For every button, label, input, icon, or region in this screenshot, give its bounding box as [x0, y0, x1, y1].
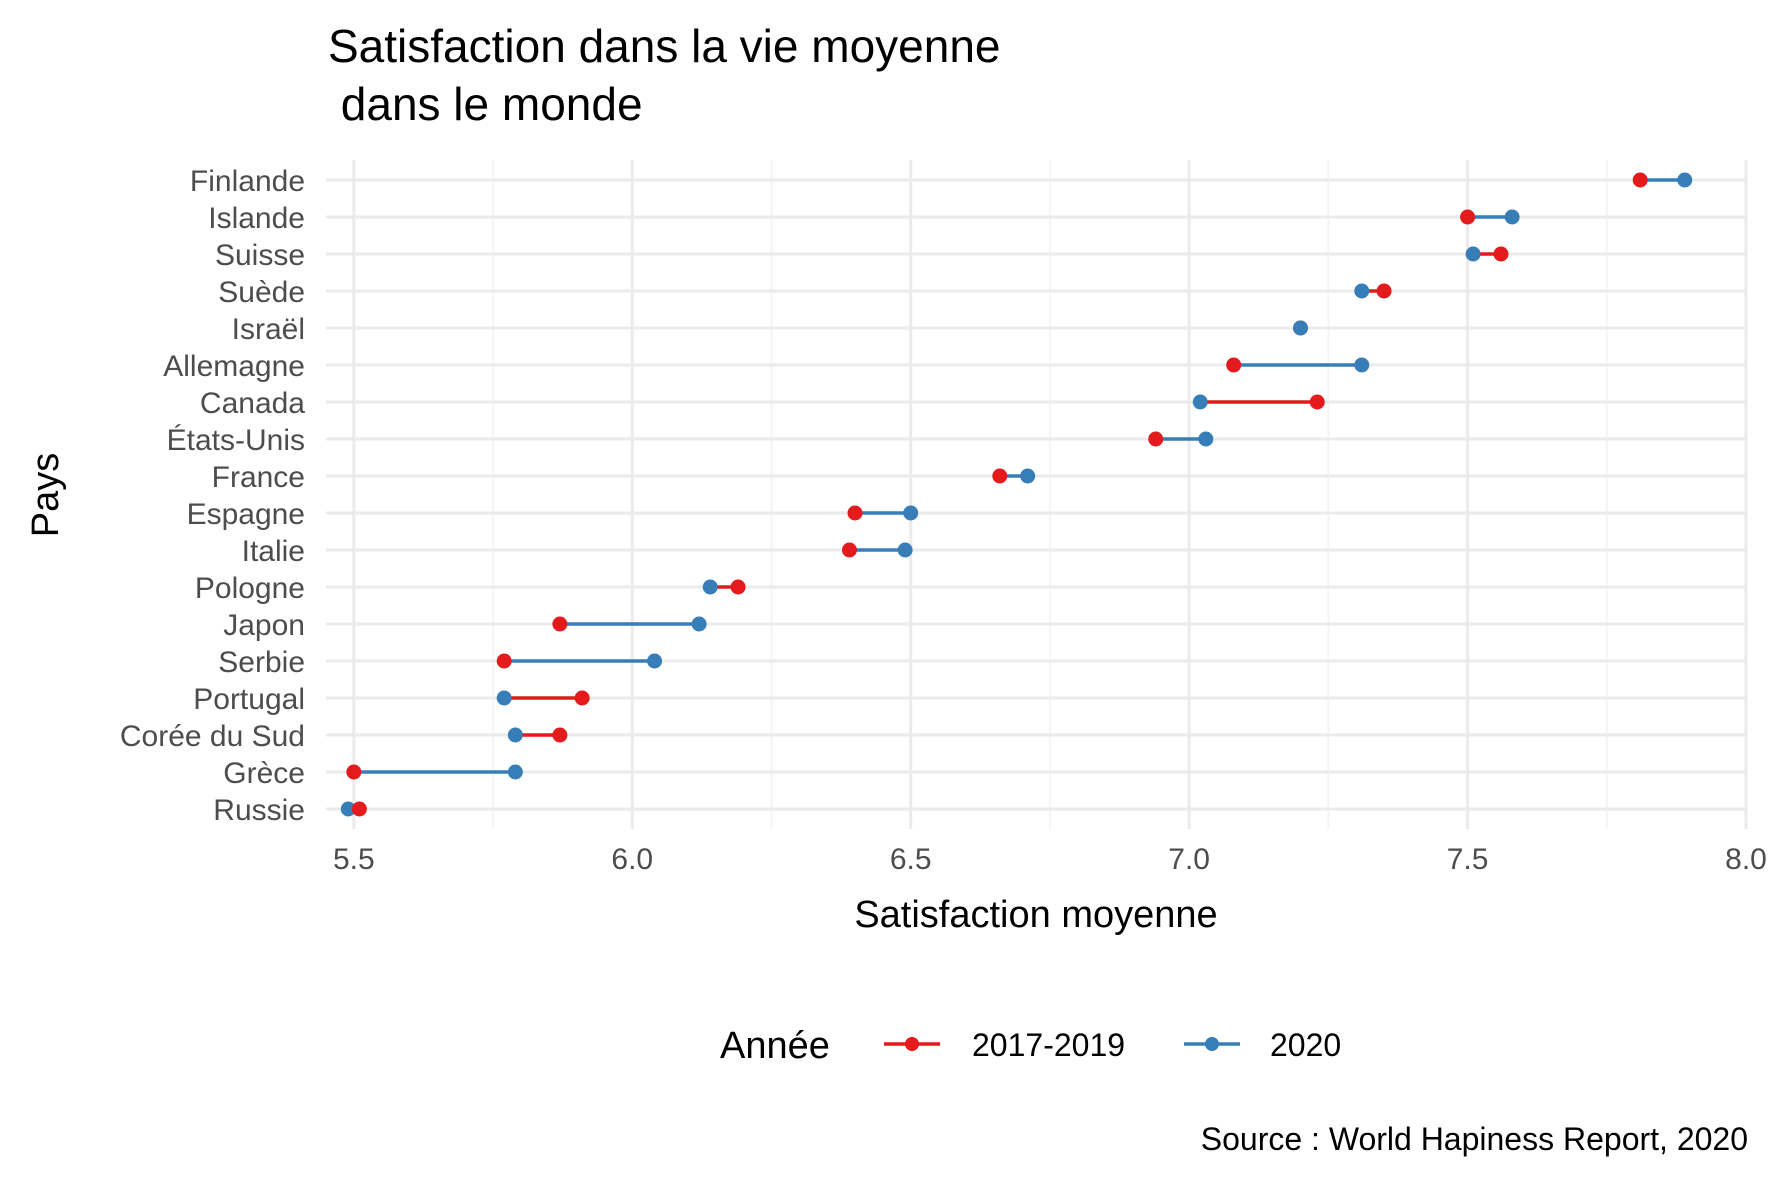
point-2017-2019	[992, 468, 1008, 484]
x-axis-tick-labels: 5.5 6.0 6.5 7.0 7.5 8.0	[333, 843, 1767, 876]
chart-title-line-1: Satisfaction dans la vie moyenne	[328, 20, 1001, 72]
y-tick-label: Israël	[232, 313, 305, 346]
x-tick-label: 8.0	[1725, 843, 1767, 876]
point-2020	[507, 764, 523, 780]
y-tick-label: Allemagne	[163, 350, 305, 383]
point-2017-2019	[1148, 431, 1164, 447]
y-tick-label: Corée du Sud	[120, 720, 305, 753]
point-2017-2019	[574, 690, 590, 706]
legend-label-2017-2019: 2017-2019	[972, 1027, 1125, 1063]
point-2017-2019	[351, 801, 367, 817]
legend-label-2020: 2020	[1270, 1027, 1341, 1063]
point-2017-2019	[1309, 394, 1325, 410]
y-tick-label: Grèce	[223, 757, 305, 790]
point-2020	[1354, 357, 1370, 373]
source-caption: Source : World Hapiness Report, 2020	[1201, 1121, 1748, 1157]
point-2020	[1198, 431, 1214, 447]
y-axis-title: Pays	[25, 453, 67, 537]
point-2017-2019	[847, 505, 863, 521]
point-2020	[647, 653, 663, 669]
y-tick-label: Canada	[200, 387, 305, 420]
point-2017-2019	[552, 616, 568, 632]
y-tick-label: Russie	[213, 794, 305, 827]
y-axis-tick-labels: Finlande Islande Suisse Suède Israël Allemagn…	[120, 165, 305, 827]
point-2017-2019	[496, 653, 512, 669]
point-2017-2019	[1632, 172, 1648, 188]
point-2020	[702, 579, 718, 595]
point-2017-2019	[730, 579, 746, 595]
grid-lines	[326, 160, 1748, 829]
point-2020	[496, 690, 512, 706]
point-2020	[1354, 283, 1370, 299]
y-tick-label: Italie	[242, 535, 305, 568]
point-2020	[691, 616, 707, 632]
point-2020	[903, 505, 919, 521]
point-2020	[1465, 246, 1481, 262]
y-tick-label: Japon	[223, 609, 305, 642]
chart-title-line-2: dans le monde	[328, 78, 643, 130]
point-2020	[897, 542, 913, 558]
point-2020	[1293, 320, 1309, 336]
y-tick-label: États-Unis	[167, 424, 305, 457]
y-tick-label: Serbie	[218, 646, 305, 679]
y-tick-label: Portugal	[193, 683, 305, 716]
x-tick-label: 5.5	[333, 843, 375, 876]
y-tick-label: France	[212, 461, 305, 494]
point-2017-2019	[1460, 209, 1476, 225]
y-tick-label: Islande	[208, 202, 305, 235]
point-2017-2019	[1376, 283, 1392, 299]
point-2020	[340, 801, 356, 817]
point-2020	[1677, 172, 1693, 188]
point-2017-2019	[1226, 357, 1242, 373]
y-tick-label: Suède	[218, 276, 305, 309]
y-tick-label: Finlande	[190, 165, 305, 198]
x-axis-title: Satisfaction moyenne	[854, 894, 1217, 936]
legend-title: Année	[720, 1025, 830, 1067]
data-series	[340, 172, 1693, 817]
x-tick-label: 7.0	[1168, 843, 1210, 876]
point-2020	[1504, 209, 1520, 225]
x-tick-label: 6.5	[890, 843, 932, 876]
x-tick-label: 7.5	[1447, 843, 1489, 876]
point-2017-2019	[346, 764, 362, 780]
point-2020	[507, 727, 523, 743]
legend: Année 2017-2019 2020	[720, 1025, 1341, 1067]
point-2017-2019	[552, 727, 568, 743]
point-2020	[1192, 394, 1208, 410]
x-tick-label: 6.0	[611, 843, 653, 876]
y-tick-label: Pologne	[195, 572, 305, 605]
point-2020	[1020, 468, 1036, 484]
y-tick-label: Suisse	[215, 239, 305, 272]
legend-key-2017-2019	[884, 1037, 940, 1051]
point-2017-2019	[841, 542, 857, 558]
point-2017-2019	[1493, 246, 1509, 262]
y-tick-label: Espagne	[187, 498, 305, 531]
legend-key-2020	[1184, 1037, 1240, 1051]
